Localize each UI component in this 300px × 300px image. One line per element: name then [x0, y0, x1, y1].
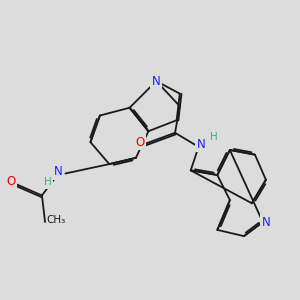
Text: N: N	[152, 75, 161, 88]
Text: N: N	[262, 215, 270, 229]
Text: N: N	[54, 165, 63, 178]
Text: CH₃: CH₃	[46, 214, 66, 224]
Text: O: O	[135, 136, 144, 149]
Text: H: H	[210, 133, 218, 142]
Text: H: H	[44, 177, 52, 187]
Text: N: N	[197, 138, 206, 151]
Text: O: O	[6, 175, 15, 188]
